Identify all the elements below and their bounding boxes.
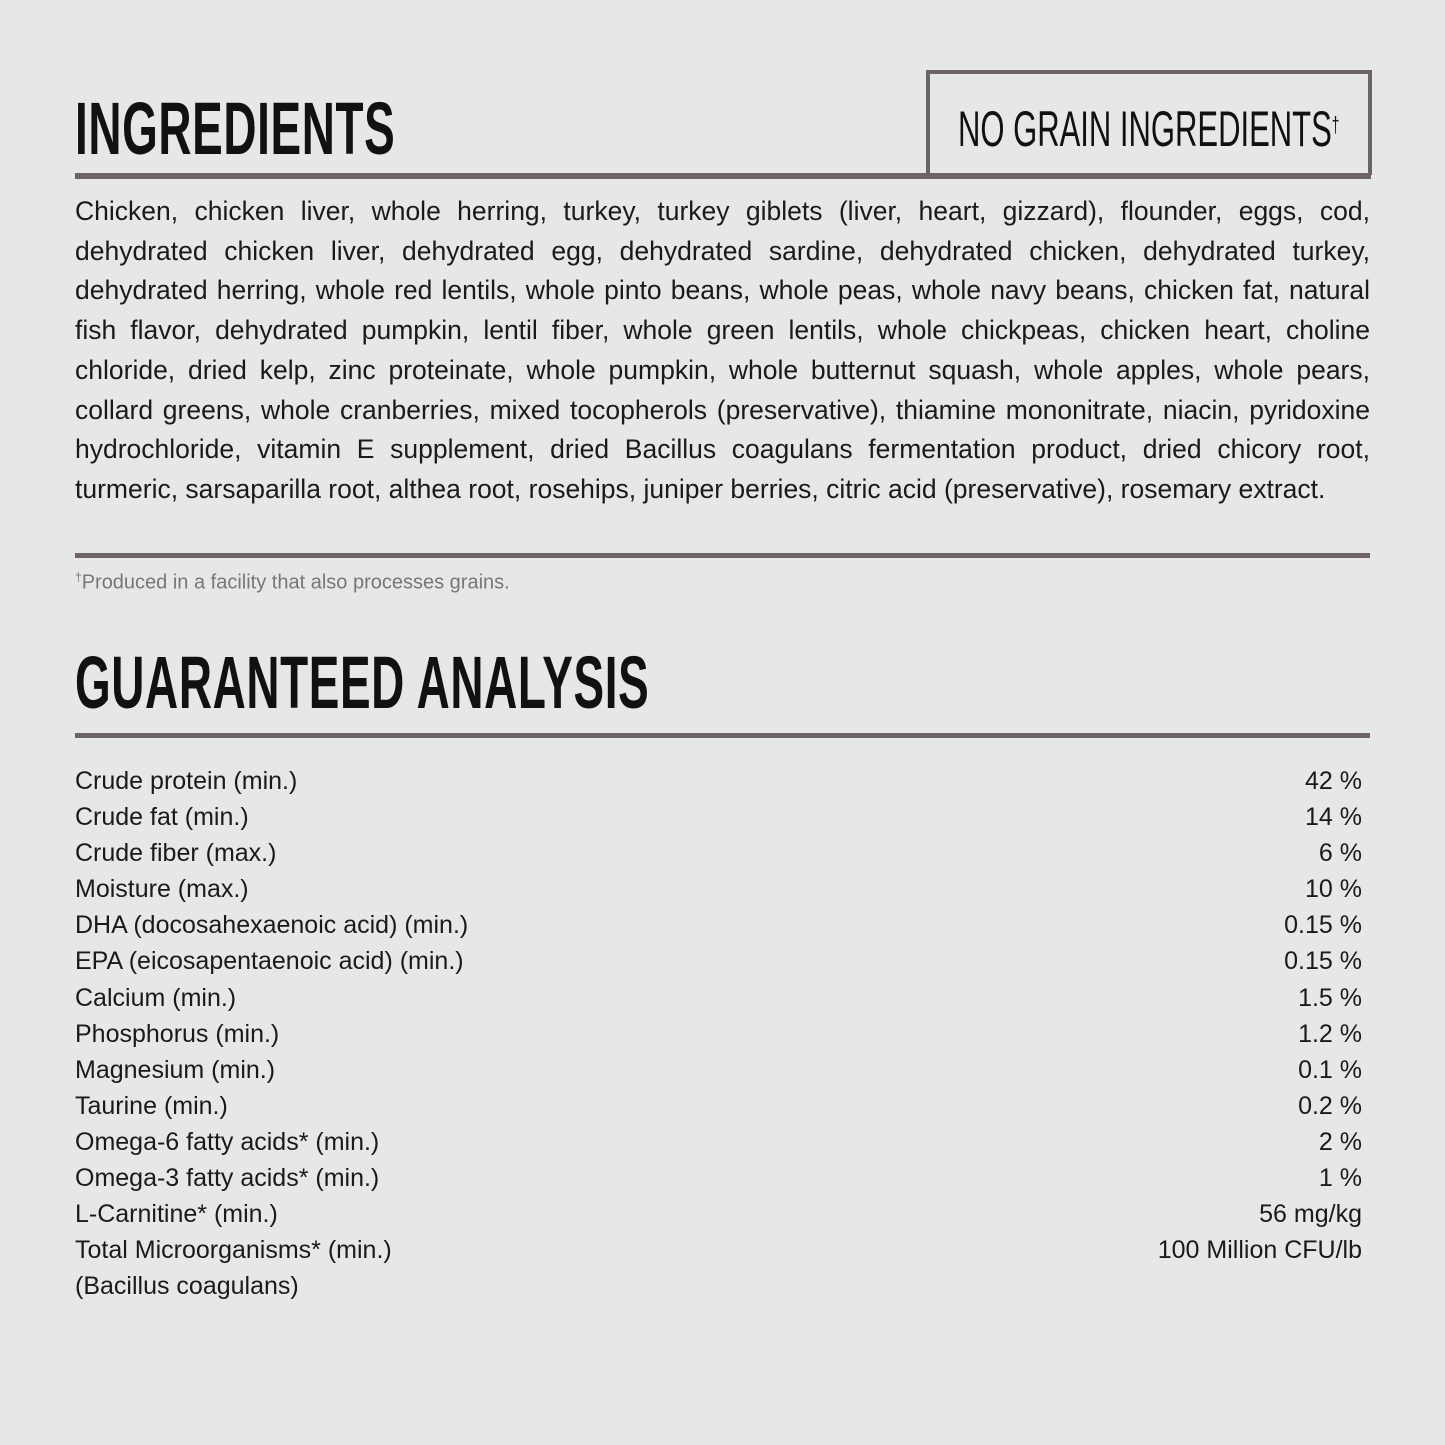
nutrient-value: 0.1 %: [1298, 1055, 1362, 1084]
divider: [75, 733, 1370, 738]
nutrient-value: 42 %: [1305, 767, 1362, 795]
analysis-row: Crude protein (min.) 42 %: [75, 763, 1362, 799]
nutrient-value: 0.2 %: [1298, 1091, 1362, 1120]
analysis-heading: GUARANTEED ANALYSIS: [75, 641, 650, 724]
dagger-mark: †: [75, 570, 82, 584]
nutrient-label: DHA (docosahexaenoic acid) (min.): [75, 911, 469, 940]
ingredients-list: Chicken, chicken liver, whole herring, t…: [75, 196, 1370, 504]
nutrient-label: Omega-6 fatty acids* (min.): [75, 1127, 380, 1156]
nutrient-value: 6 %: [1318, 839, 1362, 868]
analysis-row: Magnesium (min.) 0.1 %: [75, 1052, 1362, 1088]
nutrient-value: 0.15 %: [1284, 947, 1362, 976]
nutrient-label: Phosphorus (min.): [75, 1019, 280, 1048]
analysis-row: Phosphorus (min.) 1.2 %: [75, 1016, 1362, 1052]
nutrient-label: Moisture (max.): [75, 875, 249, 904]
analysis-row: Crude fiber (max.) 6 %: [75, 835, 1362, 871]
nutrient-label: EPA (eicosapentaenoic acid) (min.): [75, 947, 464, 976]
nutrient-value: 100 Million CFU/lb: [1157, 1236, 1362, 1265]
nutrient-label: Crude fat (min.): [75, 803, 249, 832]
nutrient-sublabel: (Bacillus coagulans): [75, 1272, 299, 1301]
analysis-row: Crude fat (min.) 14 %: [75, 799, 1362, 835]
nutrient-value: 1.2 %: [1298, 1019, 1362, 1048]
nutrient-value: 1.5 %: [1298, 983, 1362, 1012]
divider: [75, 173, 1371, 179]
analysis-row: DHA (docosahexaenoic acid) (min.) 0.15 %: [75, 907, 1362, 943]
analysis-row: L-Carnitine* (min.) 56 mg/kg: [75, 1196, 1362, 1232]
nutrient-label: Omega-3 fatty acids* (min.): [75, 1164, 380, 1193]
nutrient-value: 2 %: [1318, 1127, 1362, 1156]
no-grain-badge: NO GRAIN INGREDIENTS†: [926, 70, 1372, 175]
analysis-table: Crude protein (min.) 42 % Crude fat (min.)…: [75, 763, 1362, 1304]
nutrient-label: Magnesium (min.): [75, 1055, 276, 1084]
analysis-row: Omega-3 fatty acids* (min.) 1 %: [75, 1160, 1362, 1196]
nutrient-value: 56 mg/kg: [1259, 1200, 1362, 1229]
analysis-row: EPA (eicosapentaenoic acid) (min.) 0.15 %: [75, 943, 1362, 979]
footnote-text: Produced in a facility that also process…: [81, 571, 510, 594]
nutrient-label: Crude fiber (max.): [75, 839, 277, 868]
nutrient-label: L-Carnitine* (min.): [75, 1200, 278, 1229]
nutrient-label: Total Microorganisms* (min.): [75, 1236, 392, 1265]
nutrient-value: 0.15 %: [1284, 911, 1362, 940]
nutrient-label: Calcium (min.): [75, 983, 237, 1012]
analysis-row: Omega-6 fatty acids* (min.) 2 %: [75, 1124, 1362, 1160]
nutrient-value: 1 %: [1318, 1164, 1362, 1193]
divider: [75, 553, 1370, 558]
badge-label: NO GRAIN INGREDIENTS: [958, 101, 1332, 157]
nutrient-label: Crude protein (min.): [75, 767, 298, 795]
analysis-row: Moisture (max.) 10 %: [75, 871, 1362, 907]
analysis-row: Total Microorganisms* (min.) 100 Million …: [75, 1232, 1362, 1268]
dagger-mark: †: [1331, 112, 1340, 137]
nutrient-value: 10 %: [1305, 875, 1362, 904]
analysis-row: Calcium (min.) 1.5 %: [75, 980, 1362, 1016]
ingredients-heading: INGREDIENTS: [75, 87, 396, 170]
analysis-row: Taurine (min.) 0.2 %: [75, 1088, 1362, 1124]
nutrient-label: Taurine (min.): [75, 1091, 228, 1120]
nutrient-value: 14 %: [1305, 803, 1362, 832]
footnote: †Produced in a facility that also proces…: [75, 570, 510, 595]
